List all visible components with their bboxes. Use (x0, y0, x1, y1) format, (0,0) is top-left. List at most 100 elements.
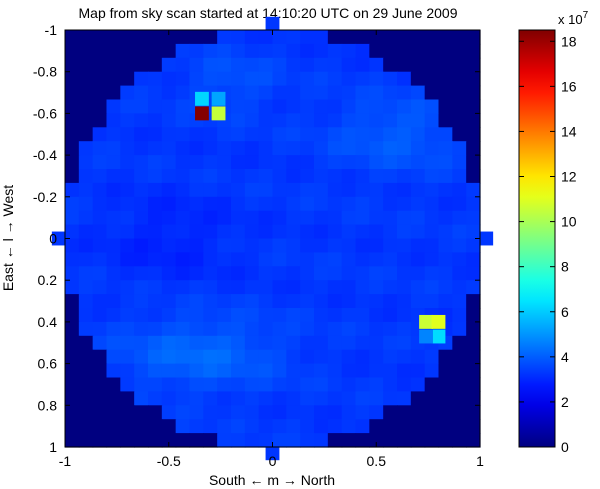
heatmap-cell (65, 169, 80, 184)
heatmap-cell (78, 99, 94, 114)
heatmap-cell (300, 280, 315, 295)
hotspot-cell (431, 329, 446, 344)
heatmap-cell (327, 419, 343, 434)
x-tick-label: -0.5 (157, 453, 181, 469)
heatmap-cell (258, 433, 274, 448)
heatmap-cell (397, 210, 412, 226)
heatmap-cell (120, 210, 135, 226)
heatmap-cell (410, 252, 426, 267)
hotspot-cell (211, 106, 226, 121)
heatmap-cell (286, 308, 301, 323)
heatmap-cell (65, 85, 80, 101)
heatmap-cell (203, 30, 218, 45)
heatmap-cell (203, 363, 218, 379)
heatmap-cell (341, 419, 357, 434)
heatmap-cell (272, 391, 287, 406)
heatmap-cell (466, 294, 481, 309)
heatmap-cell (272, 71, 287, 87)
heatmap-cell (397, 335, 412, 351)
heatmap-cell (65, 127, 80, 142)
heatmap-cell (106, 57, 121, 73)
heatmap-cell (369, 308, 384, 323)
heatmap-cell (355, 308, 370, 323)
heatmap-cell (341, 169, 357, 184)
y-tick-label: -0.6 (33, 105, 57, 121)
heatmap-cell (258, 30, 274, 45)
heatmap-cell (300, 391, 315, 406)
heatmap-cell (92, 280, 108, 295)
heatmap-cell (231, 363, 246, 379)
heatmap-cell (327, 141, 343, 156)
heatmap-cell (300, 294, 315, 309)
heatmap-cell (106, 266, 121, 281)
heatmap-cell (327, 57, 343, 73)
heatmap-cell (148, 155, 163, 170)
heatmap-cell (452, 266, 467, 281)
heatmap-cell (134, 419, 149, 434)
heatmap-cell (134, 99, 149, 114)
heatmap-cell (272, 363, 287, 379)
heatmap-cell (355, 85, 370, 101)
heatmap-cell (78, 321, 94, 337)
heatmap-cell (120, 433, 135, 448)
colorbar-ticks: 0 2 4 6 8 10 12 14 16 18 (519, 33, 577, 455)
heatmap-cell (327, 30, 343, 45)
heatmap-cell (272, 127, 287, 142)
heatmap-cell (355, 196, 370, 212)
heatmap-cell (217, 252, 232, 267)
heatmap-cell (314, 433, 329, 448)
heatmap-cell (203, 224, 218, 240)
heatmap-cell (217, 377, 232, 392)
heatmap-cell (92, 30, 108, 45)
heatmap-cell (189, 196, 204, 212)
heatmap-cell (300, 419, 315, 434)
heatmap-cell (231, 127, 246, 142)
heatmap-cell (106, 405, 121, 420)
heatmap-cell (355, 280, 370, 295)
heatmap-cell (231, 182, 246, 198)
heatmap-cell (300, 169, 315, 184)
heatmap-cell (341, 433, 357, 448)
heatmap-cell (120, 169, 135, 184)
heatmap-cell (341, 266, 357, 281)
heatmap-cell (217, 419, 232, 434)
heatmap-cell (65, 252, 80, 267)
heatmap-cell (327, 335, 343, 351)
heatmap-cell (106, 363, 121, 379)
heatmap-cell (272, 238, 287, 253)
heatmap-cell (203, 210, 218, 226)
heatmap-cell (438, 238, 453, 253)
colorbar-exponent-base: x 10 (558, 12, 583, 27)
heatmap-cell (383, 182, 398, 198)
heatmap-cell (92, 349, 108, 365)
heatmap-cell (148, 169, 163, 184)
heatmap-cell (286, 43, 301, 59)
heatmap-cell (175, 363, 191, 379)
heatmap-cell (355, 141, 370, 156)
heatmap-cell (258, 182, 274, 198)
heatmap-cell (189, 349, 204, 365)
heatmap-cell (383, 363, 398, 379)
heatmap-cell (327, 43, 343, 59)
heatmap-cell (438, 155, 453, 170)
heatmap-cell (424, 99, 440, 114)
x-axis-label: South ← m → North (209, 472, 335, 488)
heatmap-cell (203, 169, 218, 184)
heatmap-cell (217, 294, 232, 309)
heatmap-cell (452, 141, 467, 156)
heatmap-cell (383, 335, 398, 351)
heatmap-cell (341, 196, 357, 212)
heatmap-cell (244, 71, 260, 87)
heatmap-cell (369, 238, 384, 253)
heatmap-cell (272, 141, 287, 156)
heatmap-cell (452, 71, 467, 87)
y-axis: -1 -0.8 -0.6 -0.4 -0.2 0 0.2 0.4 0.6 0.8 1 (33, 22, 480, 455)
heatmap-cell (203, 238, 218, 253)
heatmap-cell (397, 30, 412, 45)
heatmap-cell (65, 141, 80, 156)
heatmap-cell (424, 196, 440, 212)
heatmap-cell (355, 113, 370, 128)
heatmap-cell (341, 210, 357, 226)
heatmap-cell (355, 169, 370, 184)
y-tick-label: 0.8 (38, 397, 58, 413)
